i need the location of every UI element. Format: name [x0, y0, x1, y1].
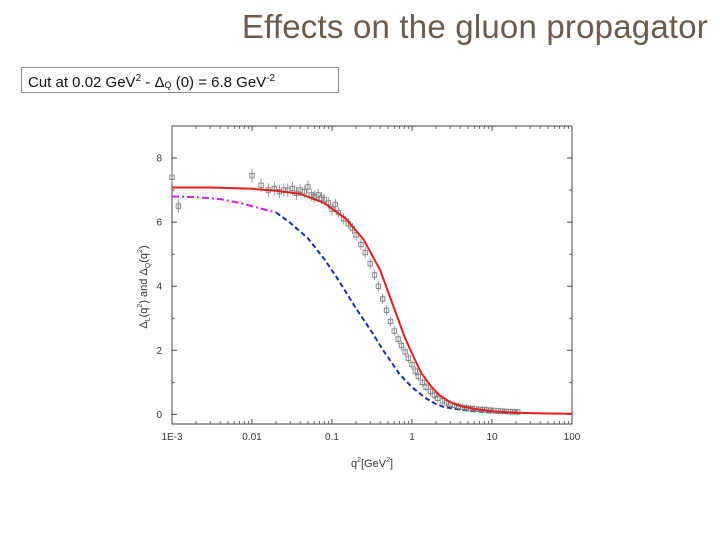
data-point — [415, 373, 421, 380]
x-tick-label: 100 — [564, 432, 581, 443]
x-tick-label: 1E-3 — [161, 432, 183, 443]
data-point — [367, 261, 373, 267]
plot-frame — [171, 125, 573, 425]
data-point — [305, 184, 311, 190]
data-point — [301, 189, 307, 195]
caption-prefix-exponent: 2 — [135, 73, 142, 84]
data-point — [391, 328, 397, 334]
y-tick-label: 6 — [156, 218, 162, 229]
caption-middle: - — [141, 74, 155, 91]
data-point — [423, 384, 429, 390]
x-tick-label: 10 — [486, 432, 498, 443]
data-point — [412, 368, 418, 374]
y-axis-label: ΔL(q2) and ΔQ(q2) — [137, 245, 152, 328]
y-tick-label: 8 — [156, 154, 162, 165]
data-point — [289, 185, 296, 192]
data-point — [380, 296, 386, 302]
data-point — [318, 195, 325, 201]
caption-suffix-exponent: -2 — [266, 73, 276, 84]
data-point — [258, 182, 264, 188]
caption-delta-subscript: Q — [164, 80, 172, 90]
data-point — [409, 362, 415, 368]
data-point — [362, 249, 368, 256]
data-point — [419, 379, 426, 385]
data-point — [169, 174, 175, 180]
data-point — [427, 388, 434, 394]
data-point — [175, 203, 181, 209]
data-point — [405, 355, 411, 361]
x-tick-label: 0.1 — [325, 432, 339, 443]
caption-box: Cut at 0.02 GeV2 - ΔQ (0) = 6.8 GeV-2 — [21, 67, 339, 93]
data-point — [353, 232, 359, 238]
fit-curve-solid-red — [172, 186, 573, 415]
x-axis-label: q2[GeV2] — [351, 457, 393, 470]
y-axis-ticks: 0 2 4 6 8 — [156, 154, 572, 421]
caption-suffix: (0) = 6.8 GeV — [171, 74, 267, 91]
data-point — [387, 318, 394, 325]
caption-prefix: Cut at 0.02 GeV — [28, 74, 136, 91]
data-point — [383, 307, 390, 313]
data-point — [315, 192, 321, 198]
y-tick-label: 0 — [156, 410, 162, 421]
data-point — [249, 173, 255, 179]
x-tick-label: 0.01 — [242, 432, 262, 443]
data-point — [395, 336, 401, 342]
x-tick-label: 1 — [409, 432, 415, 443]
marker-layer — [169, 168, 573, 415]
dashdot-curve-magenta — [171, 195, 277, 214]
data-point — [431, 392, 437, 398]
y-tick-label: 4 — [156, 282, 162, 293]
caption-delta-symbol: Δ — [154, 74, 165, 91]
data-point — [332, 201, 338, 208]
series-layer — [171, 195, 517, 415]
y-tick-label: 2 — [156, 346, 162, 357]
data-point — [358, 241, 364, 248]
data-point — [375, 283, 382, 289]
data-point — [402, 349, 408, 355]
x-axis-ticks: 1E-3 0.01 0.1 1 10 100 — [161, 126, 581, 443]
data-point — [398, 342, 405, 349]
slide-title: Effects on the gluon propagator — [241, 8, 708, 45]
data-point — [371, 272, 378, 278]
